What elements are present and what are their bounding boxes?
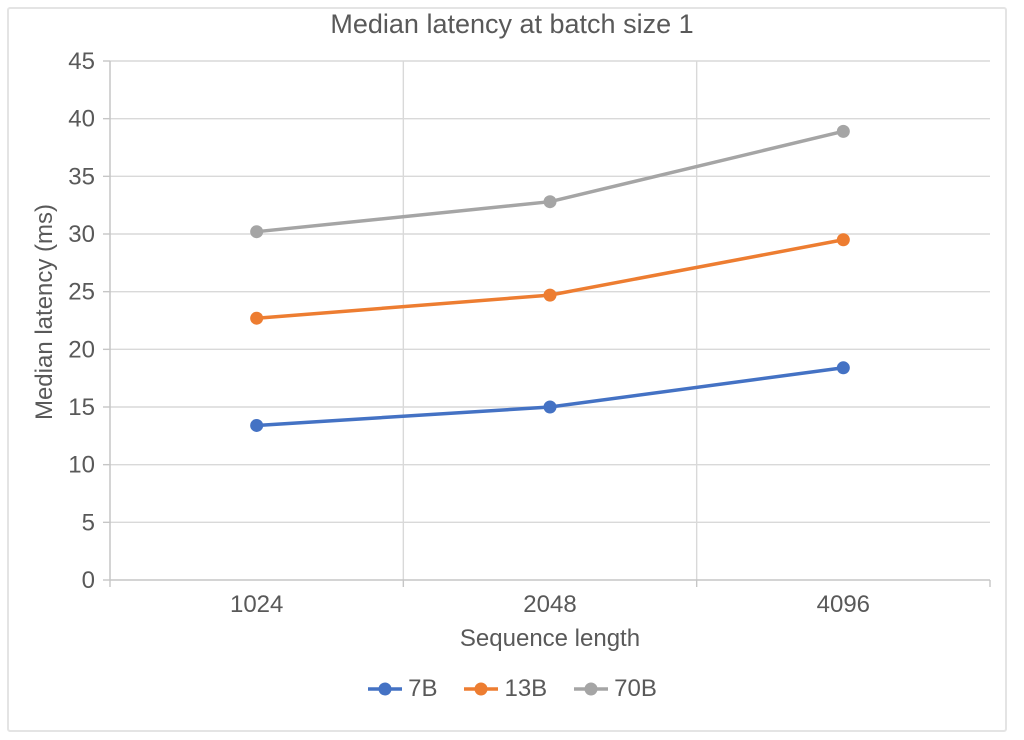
data-point-7b-4096 — [836, 361, 850, 375]
data-point-70b-1024 — [250, 225, 264, 239]
y-tick-label-40: 40 — [68, 106, 95, 133]
data-point-13b-4096 — [836, 233, 850, 247]
x-tick-label-4096: 4096 — [817, 591, 870, 618]
data-point-7b-2048 — [543, 400, 557, 414]
data-point-13b-2048 — [543, 288, 557, 302]
y-tick-label-5: 5 — [82, 509, 95, 536]
y-tick-label-15: 15 — [68, 394, 95, 421]
data-point-70b-4096 — [836, 124, 850, 138]
x-tick-label-1024: 1024 — [230, 591, 283, 618]
data-point-7b-1024 — [250, 418, 264, 432]
legend-item-13b: 13B — [463, 675, 547, 703]
y-tick-label-45: 45 — [68, 48, 95, 75]
legend-label-70b: 70B — [614, 675, 657, 702]
legend-item-70b: 70B — [573, 675, 657, 703]
y-tick-label-10: 10 — [68, 452, 95, 479]
data-point-13b-1024 — [250, 311, 264, 325]
legend-marker-icon-70b — [574, 682, 609, 696]
y-tick-label-25: 25 — [68, 279, 95, 306]
legend-item-7b: 7B — [367, 675, 437, 703]
series-line-70b — [254, 129, 846, 234]
chart-title: Median latency at batch size 1 — [330, 9, 694, 39]
series-line-13b — [254, 238, 846, 320]
y-tick-label-30: 30 — [68, 221, 95, 248]
y-tick-label-0: 0 — [82, 567, 95, 594]
x-axis-title: Sequence length — [459, 625, 641, 652]
y-tick-label-20: 20 — [68, 336, 95, 363]
series-line-7b — [254, 366, 846, 428]
legend-label-7b: 7B — [408, 675, 438, 702]
y-tick-label-35: 35 — [68, 163, 95, 190]
legend-marker-icon-7b — [368, 682, 403, 696]
data-point-70b-2048 — [543, 195, 557, 209]
legend: 7B 13B 70B — [0, 675, 1024, 703]
legend-label-13b: 13B — [504, 675, 548, 702]
x-tick-label-2048: 2048 — [523, 591, 576, 618]
legend-marker-icon-13b — [464, 682, 499, 696]
